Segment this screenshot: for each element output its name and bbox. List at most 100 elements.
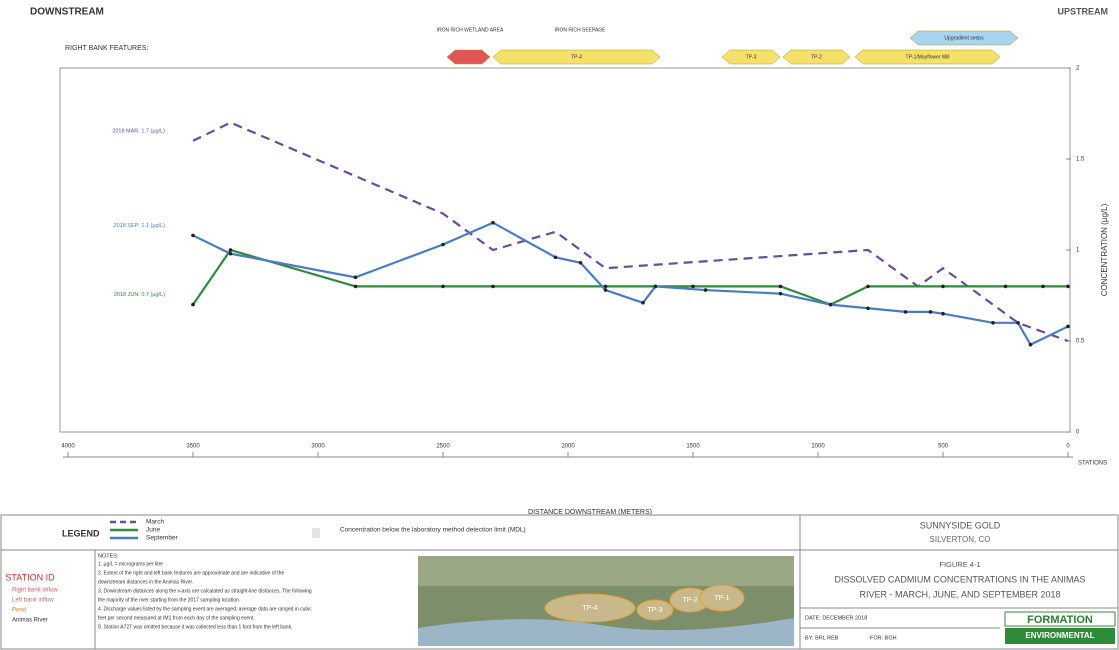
figure-title: RIVER - MARCH, JUNE, AND SEPTEMBER 2018 (859, 589, 1060, 599)
map-label: TP-3 (647, 607, 662, 614)
x-tick-label: 3000 (311, 444, 325, 450)
series-start-label: 2018 JUN: 0.7 (µg/L) (114, 292, 165, 298)
data-point (778, 284, 783, 289)
logo-top: FORMATION (1027, 614, 1093, 626)
x-tick-label: 500 (938, 444, 949, 450)
feature-label: TP-4 (571, 54, 582, 60)
data-point (1066, 284, 1070, 289)
legend-label: March (146, 519, 164, 526)
map-river (418, 618, 794, 646)
data-point (191, 302, 195, 307)
by: BY: BRL REB (805, 635, 839, 641)
feature-label: IRON RICH WETLAND AREA (437, 27, 504, 33)
data-point (441, 284, 445, 289)
data-point (691, 284, 695, 289)
data-point (903, 310, 908, 314)
notes-title: NOTES: (98, 553, 119, 559)
note-line: 1. µg/L = micrograms per liter (98, 561, 163, 567)
legend-title: LEGEND (62, 528, 100, 538)
station-item: Pond (12, 608, 26, 614)
stations-label: STATIONS (1078, 461, 1107, 467)
data-point (1066, 324, 1070, 329)
feature-arrow (782, 49, 851, 65)
y-tick-label: 0.5 (1076, 339, 1085, 345)
series-start-label: 2018 MAR: 1.7 (µg/L) (112, 128, 165, 134)
feature-arrow (854, 49, 1001, 65)
data-point (1003, 284, 1008, 289)
feature-arrow (721, 49, 781, 65)
data-point (491, 284, 495, 289)
feature-label: IRON RICH SEEPAGE (554, 27, 606, 33)
data-point (1041, 284, 1045, 289)
y-tick-label: 1.5 (1076, 157, 1085, 163)
y-tick-label: 2 (1076, 66, 1080, 72)
for: FOR: BGH (870, 635, 897, 641)
mdl-note: Concentration below the laboratory metho… (340, 527, 526, 534)
station-item: Left bank inflow (12, 598, 54, 604)
logo-box (1004, 611, 1116, 627)
feature-label: Upgradient seeps (944, 35, 984, 41)
logo-band (1005, 628, 1115, 644)
note-line: 4. Discharge values listed by the sampli… (98, 606, 312, 612)
x-axis-label: DISTANCE DOWNSTREAM (METERS) (528, 509, 652, 516)
data-point (1028, 342, 1033, 347)
date: DATE: DECEMBER 2018 (805, 615, 867, 621)
data-point (578, 260, 583, 265)
station-item: Animas River (12, 618, 48, 624)
x-tick-label: 3500 (186, 444, 200, 450)
y-axis-label: CONCENTRATION (µg/L) (1100, 203, 1109, 296)
feature-arrow (446, 49, 491, 65)
data-point (928, 310, 933, 314)
data-point (703, 288, 708, 292)
features-title: RIGHT BANK FEATURES: (65, 45, 148, 52)
note-line: feet per second measured at IM1 from eac… (98, 615, 255, 621)
data-point (603, 284, 608, 289)
figure-title: DISSOLVED CADMIUM CONCENTRATIONS IN THE … (834, 574, 1085, 584)
figure-number: FIGURE 4-1 (939, 560, 980, 569)
station-item: Right bank inflow (12, 588, 58, 594)
map-tailings (699, 584, 745, 612)
note-line: 2. Extent of the right and left bank fea… (98, 570, 284, 576)
map-image (418, 556, 794, 586)
downstream-label: DOWNSTREAM (30, 7, 104, 18)
location: SILVERTON, CO (930, 535, 991, 544)
upstream-label: UPSTREAM (1057, 6, 1108, 16)
data-point (641, 300, 645, 305)
x-tick-label: 1000 (811, 444, 825, 450)
data-point (941, 311, 945, 316)
mdl-swatch (312, 528, 320, 538)
legend-label: September (146, 535, 179, 542)
map-label: TP-2 (682, 597, 697, 604)
data-point (1016, 321, 1020, 325)
data-point (228, 248, 233, 252)
data-point (191, 233, 195, 238)
legend-label: June (146, 527, 160, 534)
series-start-label: 2018 SEP: 1.1 (µg/L) (114, 223, 166, 229)
data-point (991, 321, 995, 325)
client: SUNNYSIDE GOLD (920, 520, 1001, 530)
station-id-title: STATION ID (5, 572, 55, 582)
feature-arrow (492, 49, 661, 65)
data-point (778, 291, 783, 296)
bottom-frame (0, 514, 1119, 650)
y-tick-label: 1 (1076, 248, 1080, 254)
note-line: 3. Downstream distances along the x-axis… (98, 588, 312, 594)
data-point (653, 284, 658, 289)
logo-bottom: ENVIRONMENTAL (1025, 631, 1094, 640)
data-point (866, 306, 870, 311)
data-point (353, 275, 358, 280)
data-point (553, 255, 558, 260)
data-point (441, 242, 445, 247)
map-tailings (636, 599, 674, 621)
feature-label: TP-1/Mayflower Mill (906, 54, 950, 60)
map-label: TP-1 (714, 595, 729, 602)
data-point (828, 302, 833, 307)
map-label: TP-4 (582, 605, 597, 612)
note-line: downstream distances in the Animas River… (98, 579, 193, 585)
x-tick-label: 4000 (61, 444, 75, 450)
map-tailings (544, 593, 636, 623)
data-point (491, 220, 495, 225)
x-tick-label: 1500 (686, 444, 700, 450)
